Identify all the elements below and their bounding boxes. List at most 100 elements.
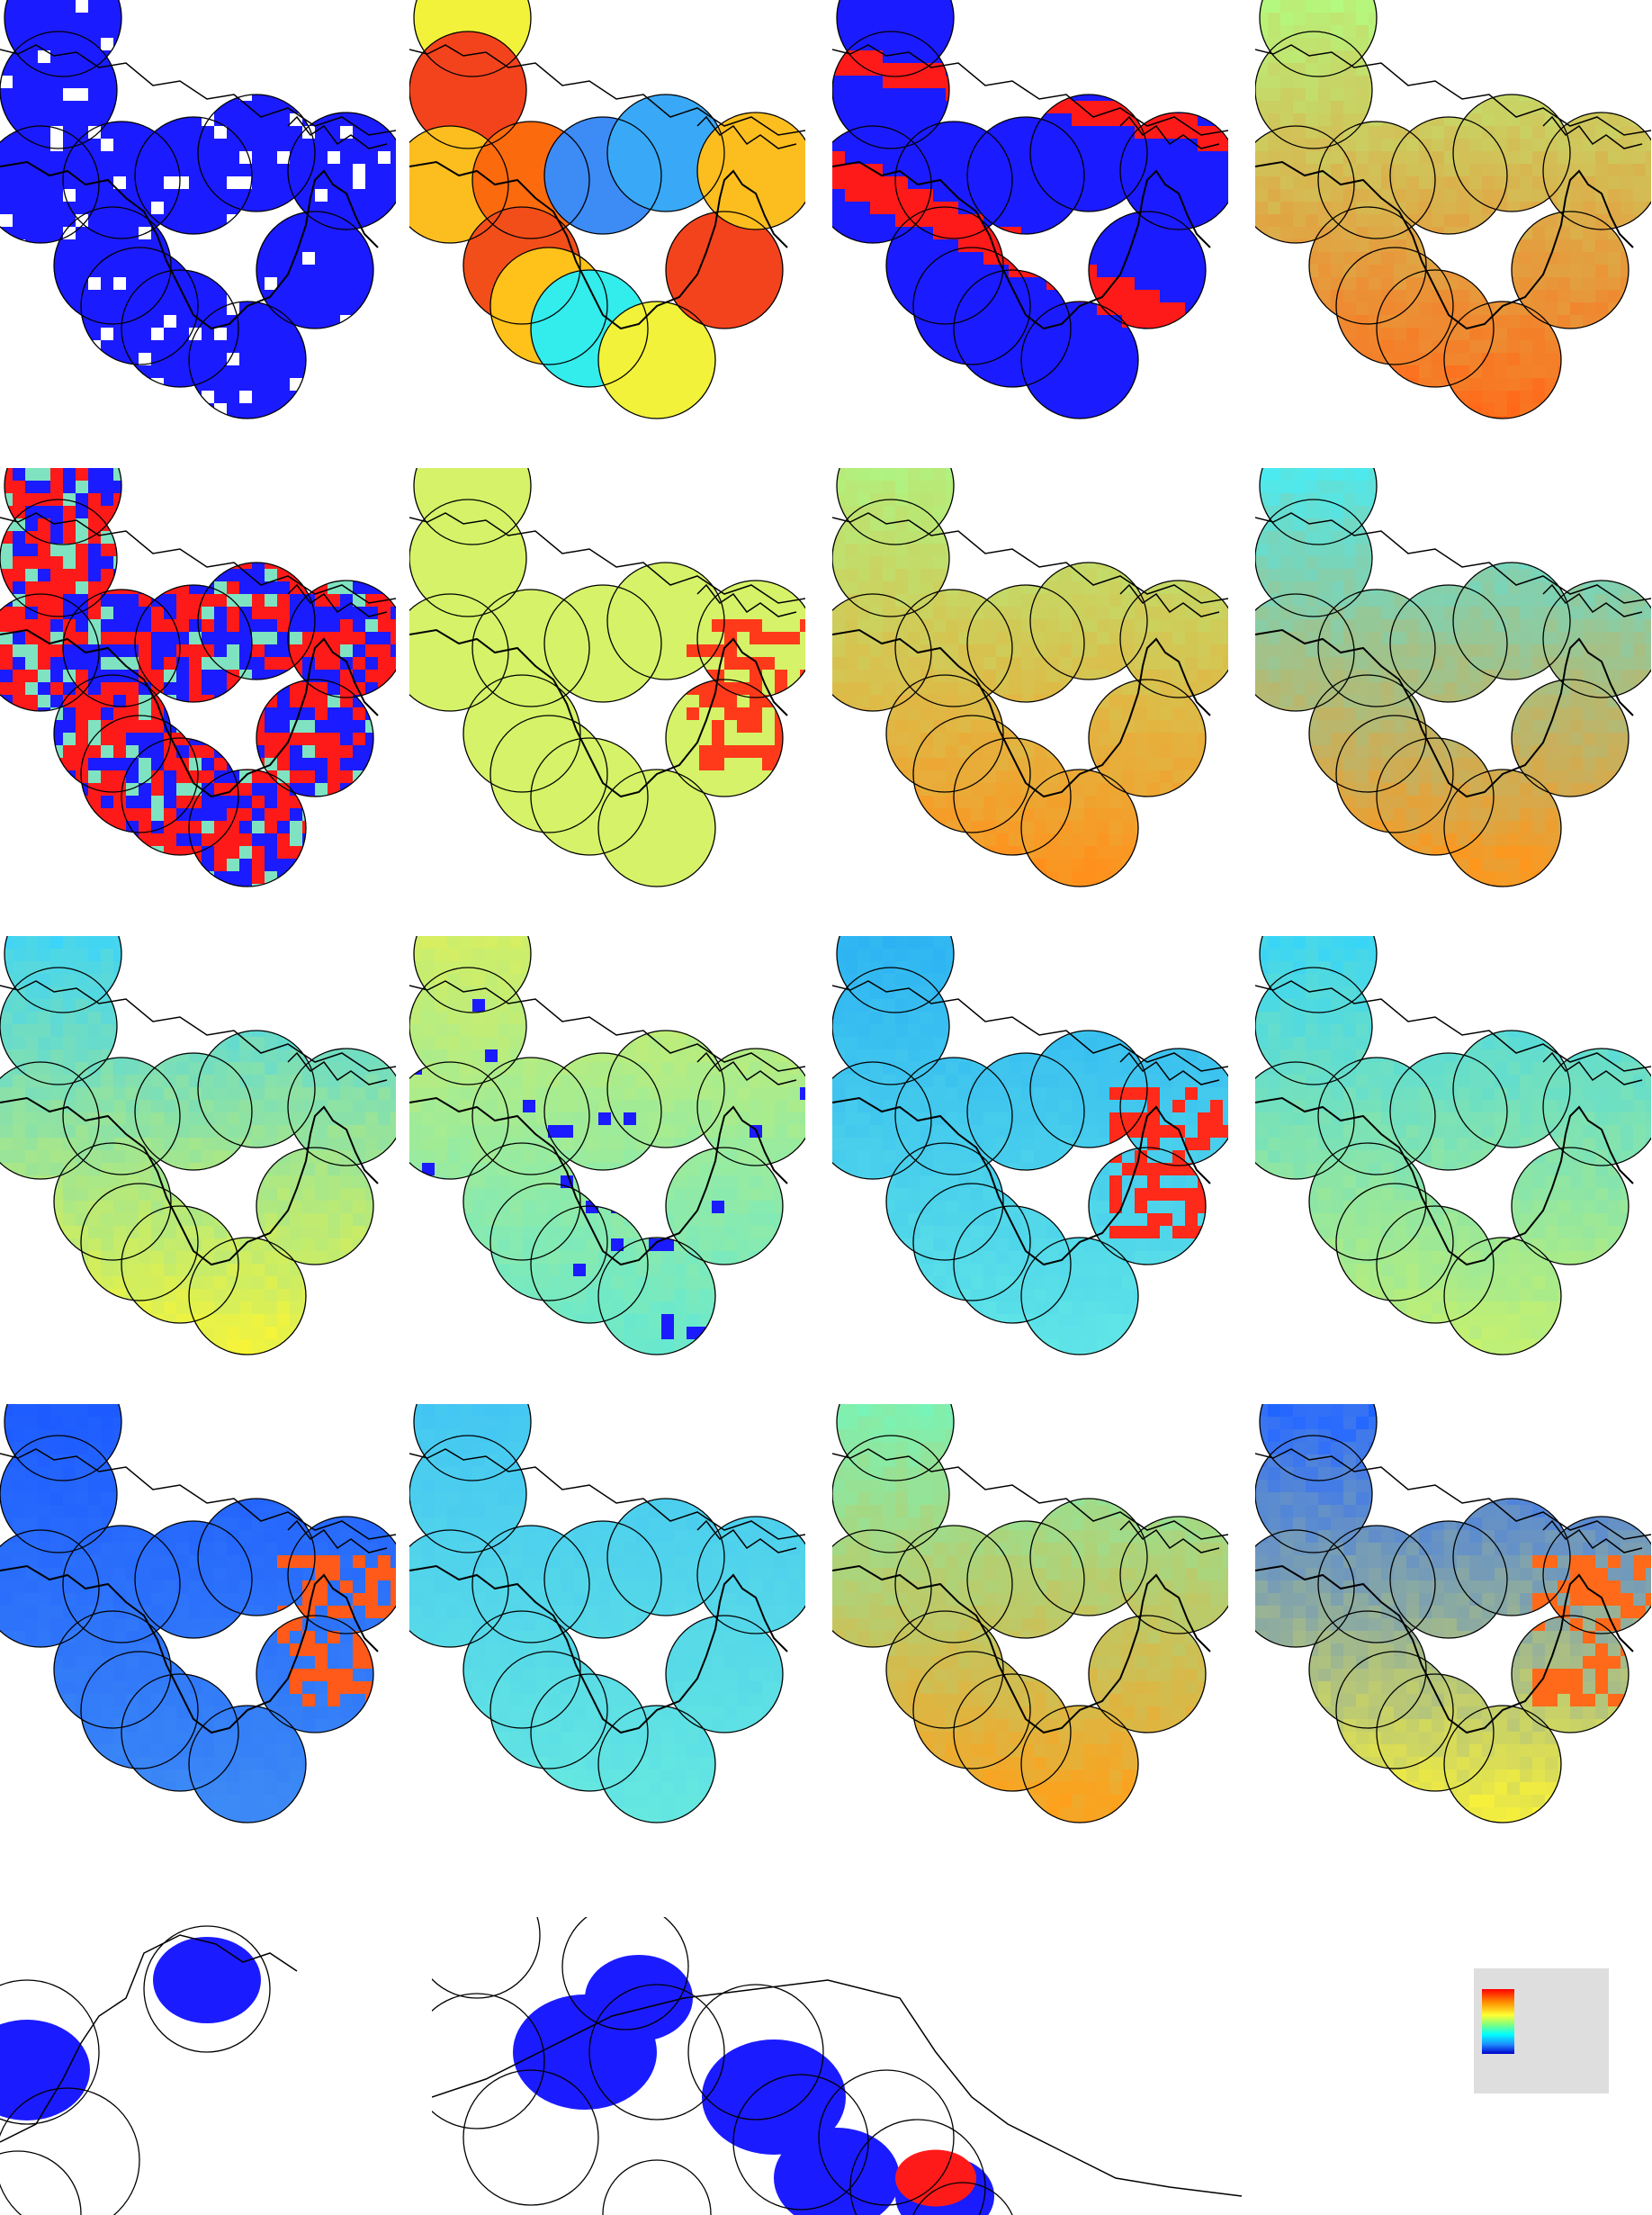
- grid-cell: [1457, 416, 1469, 419]
- grid-cell: [435, 518, 447, 531]
- grid-cell: [674, 493, 687, 506]
- grid-cell: [485, 544, 498, 556]
- grid-cell: [832, 277, 845, 290]
- grid-cell: [1356, 76, 1369, 88]
- grid-cell: [38, 506, 50, 518]
- grid-cell: [857, 365, 870, 378]
- grid-cell: [13, 101, 25, 113]
- grid-cell: [88, 328, 101, 340]
- grid-cell: [164, 745, 176, 758]
- grid-cell: [1457, 340, 1469, 353]
- grid-cell: [139, 745, 151, 758]
- grid-cell: [365, 833, 378, 846]
- grid-cell: [1122, 63, 1135, 76]
- grid-cell: [290, 733, 302, 745]
- grid-cell: [151, 50, 164, 63]
- grid-cell: [920, 101, 933, 113]
- grid-cell: [958, 151, 971, 164]
- grid-cell: [699, 518, 712, 531]
- grid-cell: [573, 556, 586, 569]
- grid-cell: [13, 227, 25, 239]
- grid-cell: [1532, 252, 1545, 265]
- grid-cell: [38, 277, 50, 290]
- grid-cell: [649, 518, 661, 531]
- grid-cell: [265, 113, 277, 126]
- grid-cell: [239, 202, 252, 214]
- grid-cell: [88, 720, 101, 733]
- grid-cell: [0, 871, 13, 884]
- grid-cell: [1558, 328, 1570, 340]
- grid-cell: [315, 871, 328, 884]
- grid-cell: [378, 227, 391, 239]
- grid-cell: [845, 315, 857, 328]
- grid-cell: [25, 745, 38, 758]
- grid-cell: [598, 569, 611, 581]
- grid-cell: [1406, 403, 1419, 416]
- grid-cell: [353, 139, 365, 151]
- grid-cell: [1293, 25, 1306, 38]
- grid-cell: [189, 518, 202, 531]
- grid-cell: [971, 101, 983, 113]
- grid-cell: [1356, 38, 1369, 50]
- grid-cell: [151, 632, 164, 644]
- grid-cell: [1406, 50, 1419, 63]
- grid-cell: [0, 556, 13, 569]
- grid-cell: [586, 594, 598, 607]
- grid-cell: [958, 315, 971, 328]
- grid-cell: [214, 506, 227, 518]
- grid-cell: [971, 63, 983, 76]
- grid-cell: [13, 63, 25, 76]
- grid-cell: [176, 38, 189, 50]
- grid-cell: [25, 556, 38, 569]
- grid-cell: [214, 518, 227, 531]
- grid-cell: [958, 340, 971, 353]
- grid-cell: [189, 758, 202, 770]
- grid-cell: [1381, 416, 1394, 419]
- grid-cell: [870, 378, 883, 391]
- grid-cell: [1507, 0, 1520, 13]
- grid-cell: [202, 833, 214, 846]
- grid-cell: [1084, 50, 1097, 63]
- grid-cell: [996, 151, 1009, 164]
- grid-cell: [1482, 113, 1495, 126]
- grid-cell: [983, 428, 996, 441]
- grid-cell: [378, 619, 391, 632]
- grid-cell: [971, 164, 983, 176]
- grid-cell: [38, 859, 50, 871]
- grid-cell: [1432, 0, 1444, 13]
- grid-cell: [252, 544, 265, 556]
- grid-cell: [340, 695, 353, 707]
- grid-cell: [1369, 113, 1381, 126]
- grid-cell: [239, 290, 252, 302]
- grid-cell: [38, 481, 50, 493]
- grid-cell: [1532, 151, 1545, 164]
- grid-cell: [76, 657, 88, 670]
- grid-cell: [353, 871, 365, 884]
- grid-cell: [76, 581, 88, 594]
- grid-cell: [176, 884, 189, 887]
- grid-cell: [586, 518, 598, 531]
- grid-cell: [101, 808, 113, 821]
- coverage-circle: [1389, 116, 1508, 235]
- grid-cell: [1595, 202, 1608, 214]
- grid-cell: [265, 50, 277, 63]
- grid-cell: [365, 0, 378, 13]
- grid-cell: [1009, 50, 1021, 63]
- grid-cell: [908, 113, 920, 126]
- grid-cell: [983, 164, 996, 176]
- grid-cell: [25, 176, 38, 189]
- grid-cell: [328, 38, 340, 50]
- grid-cell: [1122, 176, 1135, 189]
- grid-cell: [1558, 239, 1570, 252]
- grid-cell: [139, 770, 151, 783]
- grid-cell: [315, 745, 328, 758]
- grid-cell: [13, 745, 25, 758]
- grid-cell: [1306, 88, 1318, 101]
- grid-cell: [1457, 365, 1469, 378]
- grid-cell: [1432, 214, 1444, 227]
- grid-cell: [378, 416, 391, 419]
- grid-cell: [239, 265, 252, 277]
- grid-cell: [996, 277, 1009, 290]
- grid-cell: [1172, 353, 1185, 365]
- grid-cell: [214, 720, 227, 733]
